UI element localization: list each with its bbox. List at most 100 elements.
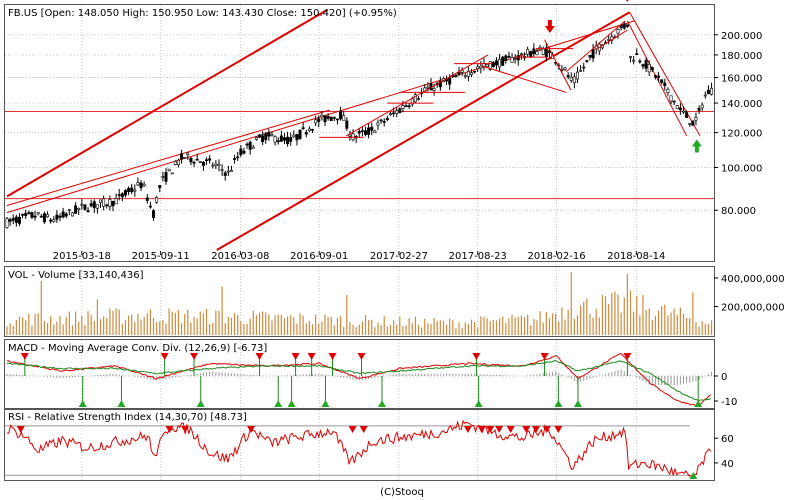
volume-bar [221,286,223,335]
volume-bar [180,323,183,335]
volume-bar [177,310,180,335]
candle-body [544,48,548,58]
volume-bar [184,314,186,335]
volume-bar [346,295,348,335]
candle-body [351,133,355,140]
candle-body [183,157,187,159]
volume-bar [149,309,152,335]
date-tick-label: 2015-03-18 [53,251,111,262]
pane-frames [4,4,715,481]
candle-body [647,63,651,73]
channel-line [566,20,626,72]
date-tick-label: 2015-09-11 [132,251,190,262]
candle-body [282,137,286,141]
volume-bar [6,326,8,335]
candle-body [625,24,629,27]
volume-bar [707,323,710,335]
volume-bar [698,326,700,335]
candle-body [314,119,318,124]
candle-body [267,131,271,137]
volume-bar [215,310,217,335]
rsi-overbought-marker-icon [542,426,551,433]
horizontal-levels [5,110,714,200]
candle-body [251,146,255,149]
candle-body [491,62,495,68]
candle-body [504,55,508,61]
candle-body [466,71,470,77]
macd-sell-marker-icon [255,353,264,360]
volume-bar [93,321,95,335]
macd-buy-marker-icon [117,400,126,407]
candle-body [582,66,586,69]
volume-bar [87,311,89,335]
volume-bar [28,313,30,335]
macd-sell-marker-icon [160,353,169,360]
candle-body [585,60,589,62]
volume-bar [667,315,669,335]
volume-bar [343,326,345,335]
candle-body [64,213,68,217]
rsi-overbought-marker-icon [486,426,495,433]
candle-body [703,94,707,97]
volume-bar [71,325,74,335]
channel-line [544,39,572,91]
volume-bar [274,315,276,335]
candle-body [117,194,121,196]
volume-bar [187,309,189,335]
candle-body [460,70,464,73]
candle-body [301,127,305,129]
volume-bar [601,295,604,335]
volume-bar [383,316,385,335]
volume-bar [358,324,360,335]
candle-body [180,153,184,160]
candle-body [473,70,477,73]
volume-bar [131,314,133,335]
volume-bar [321,321,323,335]
volume-bar [280,314,282,335]
macd-sell-marker-icon [328,353,337,360]
candle-body [485,64,489,67]
volume-bar [43,320,46,335]
candle-body [142,183,146,187]
macd-buy-marker-icon [321,400,330,407]
volume-bar [324,314,326,335]
volume-bar [240,321,242,335]
candle-body [173,160,177,165]
candle-body [641,64,645,67]
candle-body [700,104,704,109]
candle-body [323,115,327,123]
candle-body [532,48,536,54]
candle-body [448,77,452,85]
candle-body [685,112,689,118]
candle-body [529,51,533,58]
candle-body [498,58,502,68]
candle-body [438,80,442,88]
volume-bar [595,308,597,335]
volume-tick-label: 200,000,000 [721,302,785,313]
rsi-overbought-marker-icon [16,426,25,433]
volume-bar [230,317,233,335]
volume-bar [433,317,435,335]
volume-bar [246,323,248,335]
candle-body [706,89,710,95]
rsi-title: RSI - Relative Strength Index (14,30,70)… [8,412,247,423]
volume-bar [162,320,164,335]
rsi-overbought-marker-icon [554,426,563,433]
candle-body [360,130,364,132]
price-tick-label: 200.000 [721,31,762,42]
candle-body [186,152,190,155]
volume-bar [527,314,529,335]
volume-bar [84,324,86,335]
volume-bar [352,324,354,335]
candle-body [80,203,84,206]
candle-body [152,210,156,218]
volume-bar [199,311,201,335]
signal-arrows [544,0,702,153]
candle-body [30,212,34,218]
date-tick-label: 2017-02-27 [370,251,428,262]
volume-bar [583,301,585,335]
volume-bar [355,326,357,335]
candle-body [398,108,402,113]
candle-body [392,112,396,115]
sell-arrow-icon [544,20,555,34]
